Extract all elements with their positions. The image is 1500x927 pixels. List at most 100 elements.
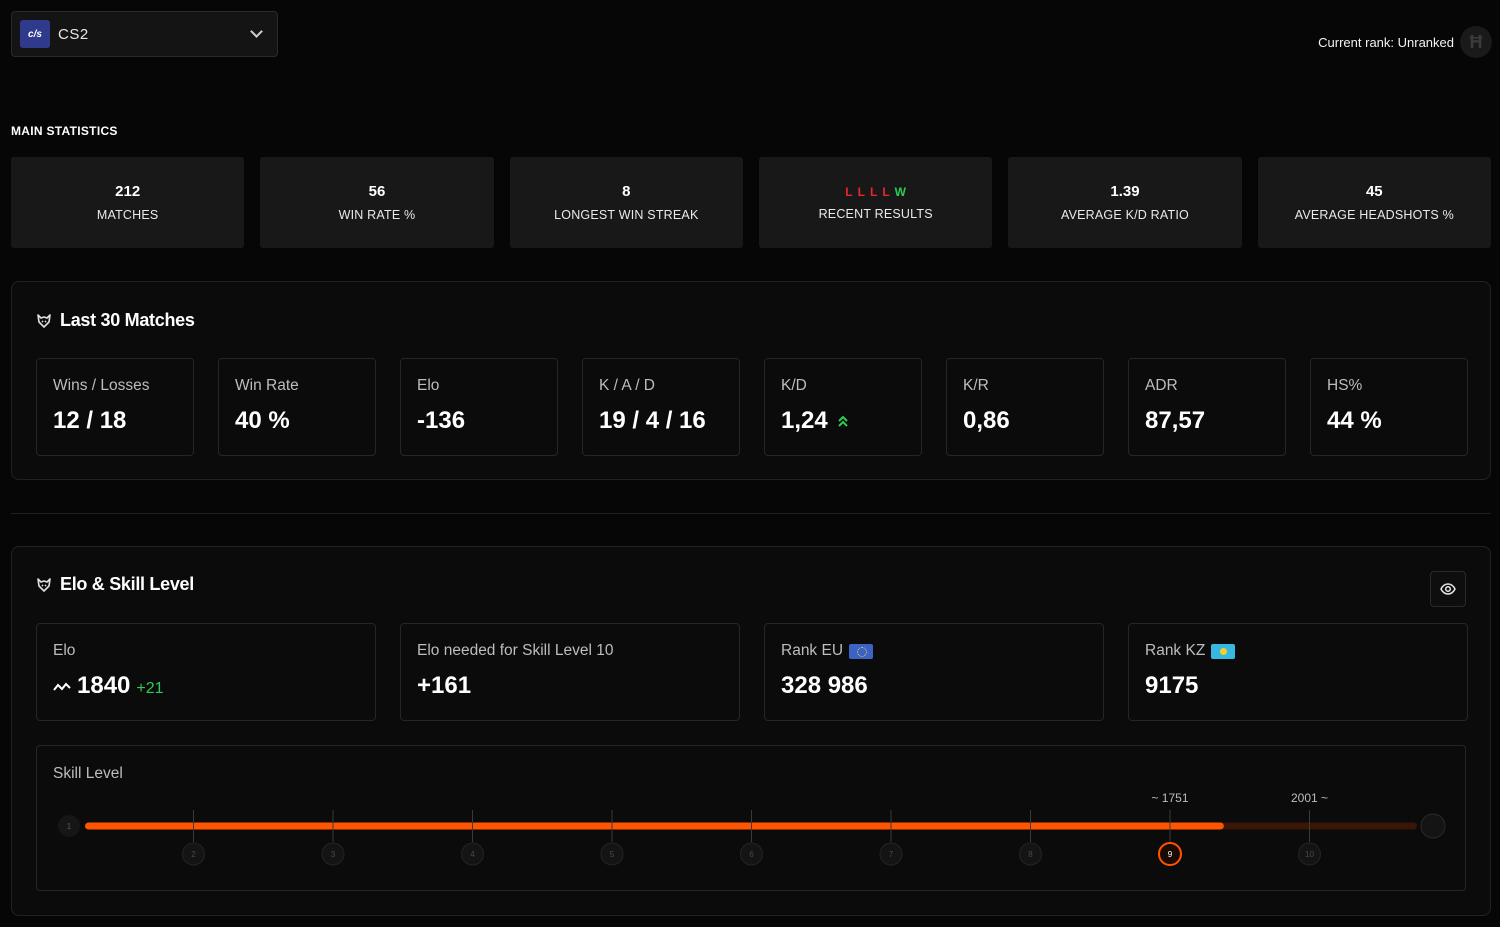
stat-value: 45	[1365, 183, 1383, 200]
stat-card-win-rate: 56 WIN RATE %	[260, 157, 494, 248]
main-statistics: 212 MATCHES 56 WIN RATE % 8 LONGEST WIN …	[11, 157, 1491, 248]
cs2-logo-icon: c/s	[20, 20, 50, 48]
elo-delta: +21	[136, 680, 164, 697]
panel-title-text: Last 30 Matches	[60, 310, 195, 330]
main-statistics-title: MAIN STATISTICS	[11, 124, 118, 138]
eu-flag-icon	[849, 643, 874, 659]
skill-level-track: 1 2 3 4 5 6 7 8 9 10 ~ 1751 2001 ~	[58, 791, 1446, 866]
level-label-10: 10	[1305, 850, 1314, 859]
metric-card-kr: K/R 0,86	[946, 358, 1104, 456]
result-win: W	[894, 184, 906, 199]
stat-value: 212	[115, 183, 141, 200]
metric-card-wins-losses: Wins / Losses 12 / 18	[36, 358, 194, 456]
metric-card-kd: K/D 1,24	[764, 358, 922, 456]
metric-card-hs: HS% 44 %	[1310, 358, 1468, 456]
panel-title: Last 30 Matches	[36, 310, 195, 331]
level-badge-10	[1298, 842, 1321, 866]
metric-value: 87,57	[1145, 407, 1206, 434]
game-selector[interactable]: c/s CS2	[11, 11, 278, 57]
level-badge-5	[600, 842, 624, 866]
metric-value: 12 / 18	[53, 407, 127, 434]
rank-eu-label: Rank EU	[781, 642, 844, 659]
stat-card-average-kd: 1.39 AVERAGE K/D RATIO	[1008, 157, 1242, 248]
stat-value: 1.39	[1110, 183, 1140, 200]
metric-label: Wins / Losses	[53, 377, 150, 394]
metric-value: 44 %	[1327, 407, 1382, 434]
level-label-6: 6	[749, 850, 754, 859]
stat-label: MATCHES	[96, 208, 159, 222]
last-30-matches-panel: Last 30 Matches Wins / Losses 12 / 18 Wi…	[11, 281, 1491, 480]
level-badge-6	[740, 842, 763, 866]
toggle-visibility-button[interactable]	[1430, 571, 1466, 607]
double-chevron-up-icon	[838, 415, 848, 427]
level-label-8: 8	[1028, 850, 1033, 859]
metric-label: K / A / D	[599, 377, 655, 394]
level-badge-8	[1019, 842, 1042, 866]
stat-value: 8	[622, 183, 631, 200]
metric-label: HS%	[1327, 377, 1363, 394]
stat-label: LONGEST WIN STREAK	[554, 208, 699, 222]
trend-icon	[53, 682, 71, 691]
rank-kz-label-row: Rank KZ	[1145, 642, 1451, 660]
metric-label: Win Rate	[235, 377, 299, 394]
stat-label: AVERAGE K/D RATIO	[1060, 208, 1189, 222]
metric-card-adr: ADR 87,57	[1128, 358, 1286, 456]
stat-value: 56	[368, 183, 386, 200]
stat-card-recent-results: L L L L W RECENT RESULTS	[758, 157, 993, 248]
elo-skill-panel: Elo & Skill Level Elo 1840 +21 Elo neede…	[11, 546, 1491, 916]
last-30-metrics: Wins / Losses 12 / 18 Win Rate 40 % Elo …	[36, 358, 1468, 456]
metric-value: 40 %	[235, 407, 290, 434]
metric-label: K/D	[781, 377, 807, 394]
rank-shield-icon: Ħ	[1460, 26, 1492, 58]
elo-label: Elo	[53, 642, 76, 659]
eye-icon	[1440, 583, 1456, 595]
stat-card-longest-win-streak: 8 LONGEST WIN STREAK	[509, 157, 743, 248]
level-label-2: 2	[191, 850, 196, 859]
metric-value: 1,24	[781, 407, 905, 435]
skill-level-title: Skill Level	[53, 765, 123, 782]
level-badge-3	[321, 842, 345, 866]
level-label-4: 4	[470, 850, 475, 859]
stat-card-matches: 212 MATCHES	[11, 157, 245, 248]
result-loss: L	[882, 184, 890, 199]
rank-eu-card: Rank EU 328 986	[764, 623, 1104, 721]
chevron-down-icon	[250, 25, 263, 38]
rank-eu-label-row: Rank EU	[781, 642, 1087, 660]
challenger-icon	[1420, 813, 1446, 839]
result-loss: L	[857, 184, 865, 199]
metric-label: ADR	[1145, 377, 1178, 394]
recent-results: L L L L W	[845, 185, 906, 199]
metric-card-kad: K / A / D 19 / 4 / 16	[582, 358, 740, 456]
rank-kz-value: 9175	[1145, 672, 1199, 699]
level-10-threshold: 2001 ~	[1291, 791, 1328, 805]
elo-needed-label: Elo needed for Skill Level 10	[417, 642, 614, 659]
stat-card-average-headshots: 45 AVERAGE HEADSHOTS %	[1257, 157, 1491, 248]
divider	[11, 513, 1491, 514]
elo-needed-value: +161	[417, 672, 472, 699]
elo-value: 1840	[77, 672, 131, 699]
current-rank: Current rank: Unranked Ħ	[1318, 26, 1492, 58]
level-badge-7	[879, 842, 903, 866]
elo-card: Elo 1840 +21	[36, 623, 376, 721]
skill-level-card: Skill Level 1 2 3 4 5 6 7 8 9 10 ~ 1751 2001 ~	[36, 745, 1466, 891]
level-label-9: 9	[1168, 850, 1173, 859]
level-label-5: 5	[610, 850, 615, 859]
metric-label: Elo	[417, 377, 440, 394]
metric-value: -136	[417, 407, 466, 434]
skill-track-fill	[85, 822, 1224, 830]
stat-label: WIN RATE %	[338, 208, 416, 222]
wolf-icon	[37, 577, 51, 592]
metric-label: K/R	[963, 377, 989, 394]
elo-cards: Elo 1840 +21 Elo needed for Skill Level …	[36, 623, 1468, 721]
rank-kz-card: Rank KZ 9175	[1128, 623, 1468, 721]
level-badge-4	[461, 842, 484, 866]
level-9-threshold: ~ 1751	[1151, 791, 1188, 805]
rank-eu-value: 328 986	[781, 672, 868, 699]
result-loss: L	[869, 184, 878, 199]
stat-label: RECENT RESULTS	[818, 206, 933, 221]
panel-title-text: Elo & Skill Level	[60, 574, 194, 594]
panel-title: Elo & Skill Level	[36, 574, 194, 595]
level-label-3: 3	[331, 850, 336, 859]
stat-label: AVERAGE HEADSHOTS %	[1294, 208, 1454, 222]
wolf-icon	[37, 313, 51, 328]
